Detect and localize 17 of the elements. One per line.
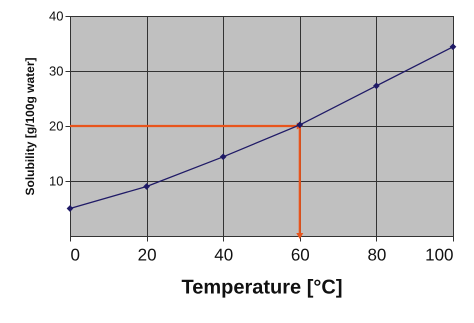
x-tick-label: 80	[367, 246, 386, 264]
y-axis-title: Solubility [g/100g water]	[23, 57, 38, 196]
point	[220, 153, 227, 160]
x-tick-label: 40	[214, 246, 234, 264]
x-tick-label: 60	[290, 246, 310, 264]
y-tick-label: 20	[49, 118, 64, 134]
y-tick-label: 30	[49, 64, 64, 78]
point	[143, 183, 150, 190]
point	[373, 82, 380, 90]
x-tick-label: 100	[425, 246, 454, 264]
y-tick-label: 40	[49, 8, 64, 24]
point	[66, 205, 74, 212]
point	[450, 43, 456, 50]
x-axis-title: Temperature [°C]	[182, 276, 342, 298]
y-tick-label: 10	[49, 174, 64, 188]
x-tick-label: 20	[138, 246, 157, 264]
x-tick-label: 0	[70, 246, 80, 264]
